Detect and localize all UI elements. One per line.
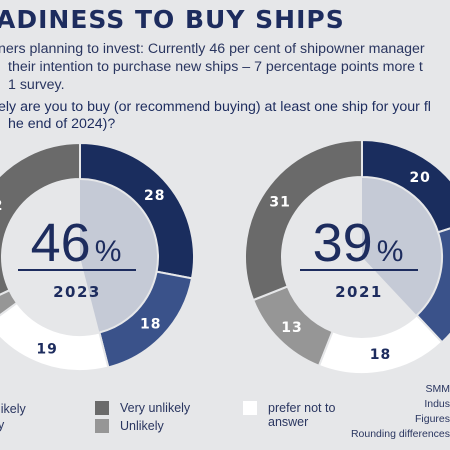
highlight-wedge-2023 <box>80 179 159 333</box>
segment-2021-very-unlikely <box>244 138 363 302</box>
highlight-wedge-2021 <box>362 177 442 316</box>
legend-swatch-very-unlikely <box>95 401 109 415</box>
page-title: ADINESS TO BUY SHIPS <box>0 5 345 34</box>
source-note-line-3: Figures <box>414 413 450 425</box>
segment-label-2023-likely: 18 <box>140 316 161 332</box>
year-label-2023: 2023 <box>53 283 101 301</box>
source-note-line-1: SMM <box>425 383 450 395</box>
center-number-2021: 39 <box>313 213 373 273</box>
center-unit-2023: % <box>95 235 122 268</box>
intro-line-2: their intention to purchase new ships – … <box>8 59 423 75</box>
year-label-2021: 2021 <box>335 283 383 301</box>
center-value-2021: 39% <box>313 213 404 273</box>
intro-text: ners planning to invest: Currently 46 pe… <box>0 40 450 94</box>
intro-line-1: ners planning to invest: Currently 46 pe… <box>0 41 425 57</box>
question-line-2: he end of 2024)? <box>8 116 116 132</box>
segment-label-2023-very-unlikely: 2 <box>0 198 3 214</box>
legend-label-prefer-not-line-2: answer <box>268 415 309 429</box>
legend-swatch-unlikely <box>95 419 109 433</box>
legend-swatch-prefer-not <box>243 401 257 415</box>
legend-label-very-unlikely: Very unlikely <box>120 401 191 415</box>
legend-label-likely: y <box>0 418 5 432</box>
segment-2023-very-unlikely <box>0 141 81 296</box>
segment-label-2023-very-likely: 28 <box>144 188 165 204</box>
segment-label-2021-unlikely: 13 <box>281 320 302 336</box>
segment-2021-very-likely <box>361 138 450 234</box>
source-note-line-4: Rounding differences <box>350 428 450 440</box>
intro-line-3: 1 survey. <box>8 77 65 93</box>
question-line-1: ely are you to buy (or recommend buying)… <box>0 99 431 115</box>
donut-chart-2023: 28 18 19 2 46% 2023 <box>0 141 195 372</box>
donut-chart-2021: 20118133139%2021 <box>244 138 450 375</box>
center-unit-2021: % <box>377 235 404 268</box>
center-value-2023: 46% <box>31 213 122 273</box>
survey-question: ely are you to buy (or recommend buying)… <box>0 99 431 133</box>
legend-label-very-likely: likely <box>0 402 26 416</box>
segment-2023-prefer-not <box>0 301 110 372</box>
legend-label-unlikely: Unlikely <box>120 419 164 433</box>
segment-label-2021-prefer-not: 18 <box>370 347 391 363</box>
segment-label-2021-very-likely: 20 <box>409 170 430 186</box>
legend-label-prefer-not-line-1: prefer not to <box>268 401 336 415</box>
center-number-2023: 46 <box>31 213 91 273</box>
segment-label-2021-very-unlikely: 31 <box>269 194 290 210</box>
segment-label-2023-prefer-not: 19 <box>36 341 57 357</box>
source-note-line-2: Indus <box>424 398 450 410</box>
